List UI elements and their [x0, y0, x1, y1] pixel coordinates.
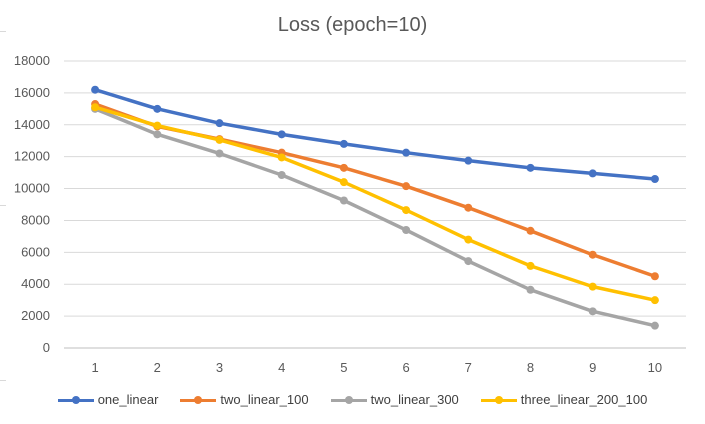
- data-point-three_linear_200_100: [526, 261, 535, 270]
- data-point-one_linear: [650, 174, 659, 183]
- gutter-rule: [0, 380, 6, 381]
- gutter-rule: [0, 31, 6, 32]
- data-point-two_linear_100: [402, 182, 411, 191]
- legend-label: two_linear_300: [370, 392, 459, 407]
- x-tick-label: 6: [402, 360, 409, 375]
- y-tick-label: 2000: [21, 308, 50, 323]
- y-tick-label: 18000: [14, 53, 50, 68]
- data-point-one_linear: [464, 156, 473, 165]
- y-tick-label: 0: [43, 340, 50, 355]
- data-point-three_linear_200_100: [650, 296, 659, 305]
- x-tick-label: 10: [648, 360, 662, 375]
- data-point-two_linear_100: [650, 272, 659, 281]
- x-tick-label: 3: [216, 360, 223, 375]
- legend-item-one_linear: one_linear: [57, 392, 159, 407]
- data-point-two_linear_100: [526, 226, 535, 235]
- data-point-two_linear_300: [526, 285, 535, 294]
- data-point-two_linear_300: [402, 226, 411, 235]
- data-point-one_linear: [153, 104, 162, 113]
- chart-title: Loss (epoch=10): [277, 14, 428, 36]
- y-tick-label: 8000: [21, 212, 50, 227]
- legend-swatch: [180, 395, 217, 405]
- x-tick-label: 9: [589, 360, 596, 375]
- legend-swatch: [330, 395, 367, 405]
- data-point-two_linear_300: [650, 321, 659, 330]
- y-tick-label: 16000: [14, 85, 50, 100]
- data-point-one_linear: [91, 85, 100, 94]
- y-tick-label: 10000: [14, 181, 50, 196]
- data-point-two_linear_100: [339, 163, 348, 172]
- data-point-two_linear_300: [277, 171, 286, 180]
- legend-item-two_linear_300: two_linear_300: [330, 392, 459, 407]
- data-point-one_linear: [526, 163, 535, 172]
- data-point-three_linear_200_100: [277, 153, 286, 162]
- data-point-three_linear_200_100: [91, 103, 100, 112]
- data-point-two_linear_300: [339, 196, 348, 205]
- series-line-two_linear_300: [93, 107, 657, 328]
- data-point-two_linear_300: [464, 257, 473, 266]
- legend-marker: [194, 395, 203, 404]
- x-tick-label: 4: [278, 360, 285, 375]
- x-tick-label: 5: [340, 360, 347, 375]
- data-point-two_linear_300: [153, 130, 162, 139]
- data-point-two_linear_100: [464, 203, 473, 212]
- x-tick-label: 8: [527, 360, 534, 375]
- y-tick-label: 12000: [14, 149, 50, 164]
- legend-label: three_linear_200_100: [520, 392, 648, 407]
- data-point-three_linear_200_100: [464, 235, 473, 244]
- legend-label: one_linear: [97, 392, 159, 407]
- x-tick-label: 2: [154, 360, 161, 375]
- y-tick-label: 14000: [14, 117, 50, 132]
- legend-item-three_linear_200_100: three_linear_200_100: [480, 392, 648, 407]
- data-point-one_linear: [588, 169, 597, 178]
- legend-marker: [71, 395, 80, 404]
- data-point-two_linear_300: [588, 307, 597, 316]
- data-point-three_linear_200_100: [153, 121, 162, 130]
- legend-swatch: [480, 395, 517, 405]
- gutter-rule: [0, 205, 6, 206]
- x-tick-label: 1: [91, 360, 98, 375]
- legend-swatch: [57, 395, 94, 405]
- data-point-three_linear_200_100: [588, 282, 597, 291]
- x-tick-label: 7: [465, 360, 472, 375]
- data-point-two_linear_300: [215, 149, 224, 158]
- legend-marker: [494, 395, 503, 404]
- data-point-one_linear: [277, 130, 286, 139]
- y-tick-label: 4000: [21, 276, 50, 291]
- series-line-one_linear: [93, 87, 657, 181]
- data-point-two_linear_100: [588, 250, 597, 259]
- data-point-three_linear_200_100: [339, 178, 348, 187]
- series-line-three_linear_200_100: [93, 105, 657, 302]
- legend-label: two_linear_100: [220, 392, 309, 407]
- data-point-one_linear: [402, 148, 411, 157]
- data-point-one_linear: [215, 119, 224, 128]
- legend-item-two_linear_100: two_linear_100: [180, 392, 309, 407]
- y-tick-label: 6000: [21, 244, 50, 259]
- legend: one_linear two_linear_100 two_linear_300 th…: [0, 392, 705, 407]
- data-point-three_linear_200_100: [215, 135, 224, 144]
- data-point-one_linear: [339, 139, 348, 148]
- data-point-three_linear_200_100: [402, 206, 411, 215]
- legend-marker: [344, 395, 353, 404]
